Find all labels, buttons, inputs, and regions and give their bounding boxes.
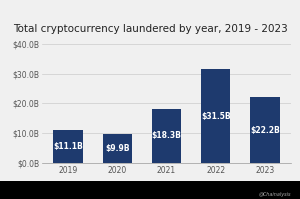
Text: @Chainalysis: @Chainalysis xyxy=(259,192,291,197)
Bar xyxy=(103,134,132,163)
Text: $31.5B: $31.5B xyxy=(201,112,230,121)
Text: $11.1B: $11.1B xyxy=(53,142,83,151)
Text: $22.2B: $22.2B xyxy=(250,126,280,135)
Bar xyxy=(201,69,230,163)
Text: Total cryptocurrency laundered by year, 2019 - 2023: Total cryptocurrency laundered by year, … xyxy=(13,24,287,34)
Bar xyxy=(152,108,181,163)
Text: $9.9B: $9.9B xyxy=(105,144,130,153)
Bar xyxy=(53,130,83,163)
Text: $18.3B: $18.3B xyxy=(152,131,182,140)
Bar xyxy=(250,97,280,163)
